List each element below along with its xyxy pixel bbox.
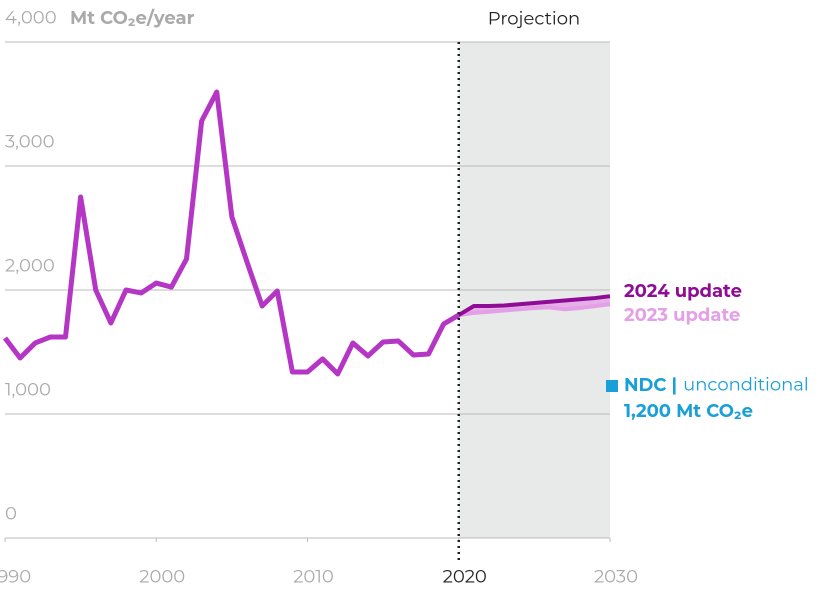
series-line [458, 302, 611, 318]
y-tick-label: 3,000 [5, 131, 55, 153]
x-tick-label: 1990 [0, 566, 31, 588]
ndc-value: 1,200 Mt CO₂e [624, 400, 753, 422]
y-tick-label: 0 [5, 503, 17, 525]
ndc-icon [606, 380, 618, 392]
projection-label: Projection [488, 8, 580, 30]
x-tick-label: 2010 [293, 566, 334, 588]
ndc-sublabel: unconditional [683, 374, 809, 396]
legend-label: 2023 update [624, 304, 740, 326]
series-line [3, 89, 461, 377]
series-line [457, 294, 611, 317]
plot: 0 1,000 2,000 3,000 4,000 1990 2000 2010 2020 203… [0, 7, 638, 588]
x-tick-label: 2000 [139, 566, 185, 588]
legend-label: 2024 update [624, 280, 742, 302]
x-tick-label: 2020 [443, 566, 487, 588]
x-tick-label: 2030 [594, 566, 638, 588]
ndc-label: NDC | [624, 374, 677, 396]
y-tick-label: 2,000 [5, 255, 55, 277]
y-tick-label: 4,000 [5, 7, 57, 29]
y-unit: Mt CO₂e/year [70, 7, 195, 29]
y-tick-label: 1,000 [5, 379, 51, 401]
